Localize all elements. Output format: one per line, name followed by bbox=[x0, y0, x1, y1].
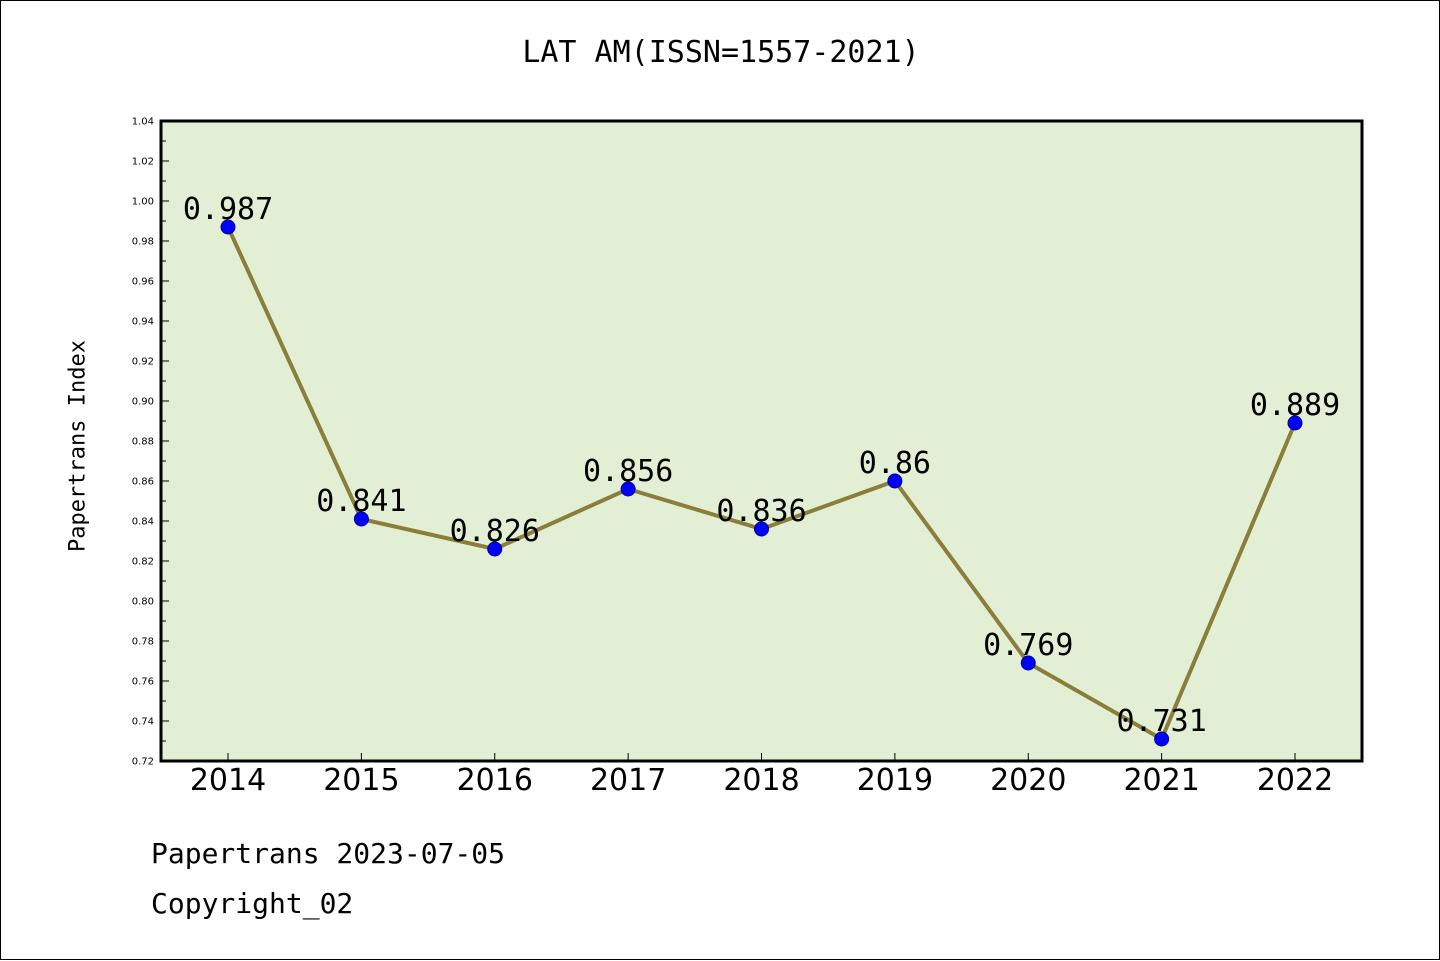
y-tick-label: 0.94 bbox=[132, 317, 154, 328]
y-tick-label: 0.78 bbox=[132, 637, 154, 648]
y-tick-label: 1.04 bbox=[132, 117, 154, 128]
x-tick-label: 2022 bbox=[1257, 763, 1333, 798]
data-label: 0.987 bbox=[183, 192, 273, 227]
x-axis-ticks: 2014 2015 2016 2017 2018 2019 2020 2021 2022 bbox=[190, 753, 1333, 798]
data-markers bbox=[220, 219, 1303, 747]
footer-copyright: Copyright_02 bbox=[151, 887, 354, 920]
y-tick-label: 1.00 bbox=[132, 197, 154, 208]
data-point bbox=[487, 541, 503, 557]
y-tick-label: 0.98 bbox=[132, 237, 154, 248]
x-tick-label: 2021 bbox=[1123, 763, 1199, 798]
y-tick-label: 0.88 bbox=[132, 437, 154, 448]
x-tick-label: 2016 bbox=[457, 763, 533, 798]
y-tick-label: 0.76 bbox=[132, 677, 154, 688]
data-point bbox=[620, 481, 636, 497]
plot-area bbox=[159, 119, 1364, 763]
x-tick-label: 2020 bbox=[990, 763, 1066, 798]
data-label: 0.826 bbox=[450, 514, 540, 549]
data-label: 0.836 bbox=[716, 494, 806, 529]
y-tick-label: 0.96 bbox=[132, 277, 154, 288]
y-tick-label: 0.86 bbox=[132, 477, 154, 488]
footer-date: Papertrans 2023-07-05 bbox=[151, 837, 506, 870]
x-tick-label: 2018 bbox=[723, 763, 799, 798]
x-tick-label: 2015 bbox=[323, 763, 399, 798]
y-tick-label: 0.90 bbox=[132, 397, 154, 408]
y-tick-label: 0.84 bbox=[132, 517, 154, 528]
y-tick-label: 0.72 bbox=[132, 757, 154, 768]
data-point bbox=[887, 473, 903, 489]
y-tick-label: 1.02 bbox=[132, 157, 154, 168]
data-label: 0.769 bbox=[983, 628, 1073, 663]
data-point bbox=[754, 521, 769, 537]
data-label: 0.856 bbox=[583, 454, 673, 489]
data-point bbox=[1154, 731, 1170, 747]
x-tick-label: 2019 bbox=[857, 763, 933, 798]
data-label: 0.889 bbox=[1250, 388, 1340, 423]
data-label: 0.841 bbox=[316, 484, 406, 519]
y-tick-label: 0.82 bbox=[132, 557, 154, 568]
data-labels: 0.987 0.841 0.826 0.856 0.836 0.86 0.769 0.731 0… bbox=[183, 192, 1340, 739]
data-label: 0.86 bbox=[859, 446, 931, 481]
data-point bbox=[1287, 415, 1303, 431]
y-tick-label: 0.74 bbox=[132, 717, 154, 728]
x-tick-label: 2014 bbox=[190, 763, 266, 798]
y-axis-ticks: 0.72 0.74 0.76 0.78 0.80 0.82 0.84 0.86 0.88 0.90… bbox=[132, 117, 169, 768]
data-label: 0.731 bbox=[1116, 704, 1206, 739]
data-point bbox=[1020, 655, 1036, 671]
y-tick-label: 0.92 bbox=[132, 357, 154, 368]
data-point bbox=[220, 219, 236, 235]
y-tick-label: 0.80 bbox=[132, 597, 154, 608]
data-point bbox=[353, 511, 369, 527]
x-tick-label: 2017 bbox=[590, 763, 666, 798]
chart-title: LAT AM(ISSN=1557-2021) bbox=[522, 35, 920, 70]
